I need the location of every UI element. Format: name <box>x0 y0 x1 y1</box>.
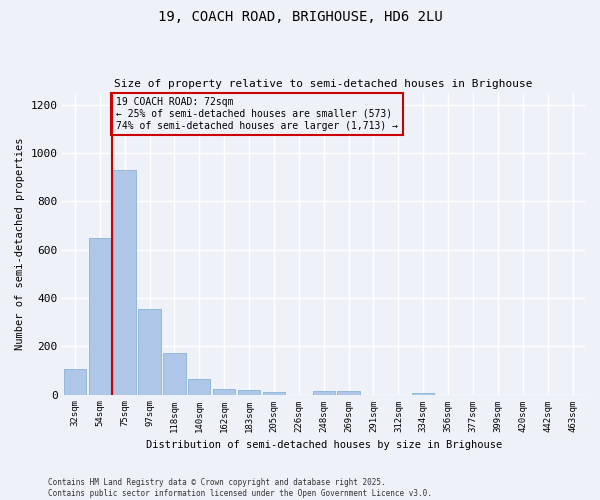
Bar <box>337 391 360 394</box>
Bar <box>139 309 161 394</box>
Text: Contains HM Land Registry data © Crown copyright and database right 2025.
Contai: Contains HM Land Registry data © Crown c… <box>48 478 432 498</box>
Bar <box>263 392 285 394</box>
X-axis label: Distribution of semi-detached houses by size in Brighouse: Distribution of semi-detached houses by … <box>146 440 502 450</box>
Title: Size of property relative to semi-detached houses in Brighouse: Size of property relative to semi-detach… <box>115 79 533 89</box>
Y-axis label: Number of semi-detached properties: Number of semi-detached properties <box>15 138 25 350</box>
Text: 19, COACH ROAD, BRIGHOUSE, HD6 2LU: 19, COACH ROAD, BRIGHOUSE, HD6 2LU <box>158 10 442 24</box>
Bar <box>89 238 111 394</box>
Bar <box>188 379 211 394</box>
Bar <box>313 391 335 394</box>
Bar <box>213 388 235 394</box>
Bar <box>113 170 136 394</box>
Bar <box>163 354 185 395</box>
Bar <box>238 390 260 394</box>
Text: 19 COACH ROAD: 72sqm
← 25% of semi-detached houses are smaller (573)
74% of semi: 19 COACH ROAD: 72sqm ← 25% of semi-detac… <box>116 98 398 130</box>
Bar <box>64 369 86 394</box>
